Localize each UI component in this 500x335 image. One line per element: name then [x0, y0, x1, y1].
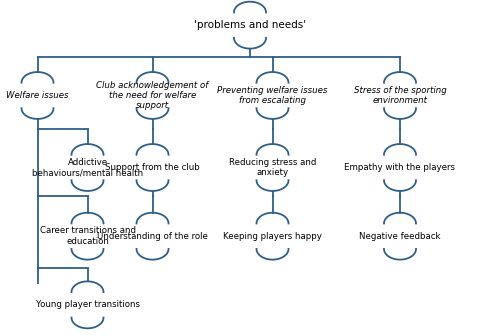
Text: Reducing stress and
anxiety: Reducing stress and anxiety: [229, 158, 316, 177]
Text: Negative feedback: Negative feedback: [359, 232, 441, 241]
Text: Addictive
behaviours/mental health: Addictive behaviours/mental health: [32, 158, 143, 177]
Text: 'problems and needs': 'problems and needs': [194, 20, 306, 30]
Text: Understanding of the role: Understanding of the role: [97, 232, 208, 241]
Text: Support from the club: Support from the club: [105, 163, 200, 172]
Text: Welfare issues: Welfare issues: [6, 91, 69, 100]
Text: Empathy with the players: Empathy with the players: [344, 163, 456, 172]
Text: Keeping players happy: Keeping players happy: [223, 232, 322, 241]
Text: Stress of the sporting
environment: Stress of the sporting environment: [354, 86, 446, 105]
Text: Club acknowledgement of
the need for welfare
support: Club acknowledgement of the need for wel…: [96, 81, 208, 110]
Text: Career transitions and
education: Career transitions and education: [40, 226, 136, 246]
Text: Preventing welfare issues
from escalating: Preventing welfare issues from escalatin…: [218, 86, 328, 105]
Text: Young player transitions: Young player transitions: [36, 300, 140, 309]
